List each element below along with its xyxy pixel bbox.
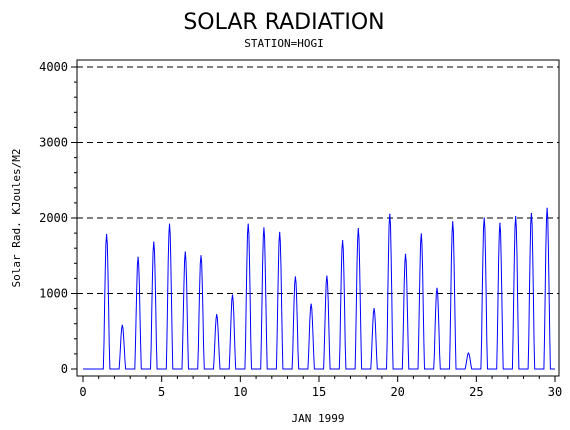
- daily-peak-point: [530, 212, 533, 215]
- daily-peak-point: [389, 213, 391, 215]
- chart-title: SOLAR RADIATION: [183, 10, 384, 35]
- x-tick-label: 5: [158, 385, 165, 399]
- y-tick-label: 2000: [39, 211, 68, 225]
- daily-peak-point: [247, 223, 249, 225]
- x-tick-label: 15: [312, 385, 326, 399]
- y-tick-label: 4000: [39, 60, 68, 74]
- x-tick-label: 25: [469, 385, 483, 399]
- daily-peak-point: [467, 352, 470, 354]
- daily-peak-point: [310, 303, 312, 305]
- y-tick-label: 1000: [39, 287, 68, 301]
- grid-lines: [77, 66, 559, 294]
- daily-peak-point: [373, 308, 375, 310]
- radiation-series-line: [83, 208, 555, 370]
- x-axis: 0 5 10 15 20 25 30: [79, 376, 562, 399]
- chart-subtitle: STATION=HOGI: [244, 37, 323, 50]
- daily-peak-point: [483, 217, 485, 219]
- daily-peak-point: [420, 233, 422, 235]
- x-tick-label: 30: [548, 385, 562, 399]
- daily-peak-point: [216, 314, 218, 316]
- y-tick-label: 3000: [39, 136, 68, 150]
- daily-peak-point: [499, 222, 501, 224]
- y-axis-label: Solar Rad. KJoules/M2: [10, 148, 23, 287]
- daily-peak-point: [342, 240, 344, 242]
- y-axis: 0 1000 2000 3000 4000: [39, 60, 77, 376]
- daily-peak-point: [137, 256, 139, 258]
- x-tick-label: 20: [390, 385, 404, 399]
- daily-peak-point: [263, 227, 265, 229]
- daily-peak-point: [294, 276, 296, 278]
- daily-peak-point: [404, 253, 407, 255]
- daily-peak-point: [452, 221, 454, 223]
- y-tick-label: 0: [61, 362, 68, 376]
- daily-peak-point: [357, 227, 359, 230]
- daily-peak-point: [200, 255, 202, 257]
- daily-peak-point: [279, 231, 281, 233]
- daily-peak-point: [121, 324, 123, 326]
- x-tick-label: 0: [79, 385, 86, 399]
- x-axis-label: JAN 1999: [292, 412, 345, 425]
- daily-peak-point: [546, 207, 548, 209]
- daily-peak-point: [168, 223, 171, 225]
- daily-peak-point: [326, 275, 328, 277]
- x-tick-label: 10: [233, 385, 247, 399]
- daily-peak-point: [515, 215, 517, 218]
- daily-peak-point: [231, 294, 234, 296]
- daily-peak-point: [153, 241, 155, 243]
- daily-peak-point: [106, 234, 108, 236]
- daily-peak-point: [184, 251, 186, 253]
- daily-peak-point: [436, 287, 438, 289]
- series-layer: [83, 207, 555, 370]
